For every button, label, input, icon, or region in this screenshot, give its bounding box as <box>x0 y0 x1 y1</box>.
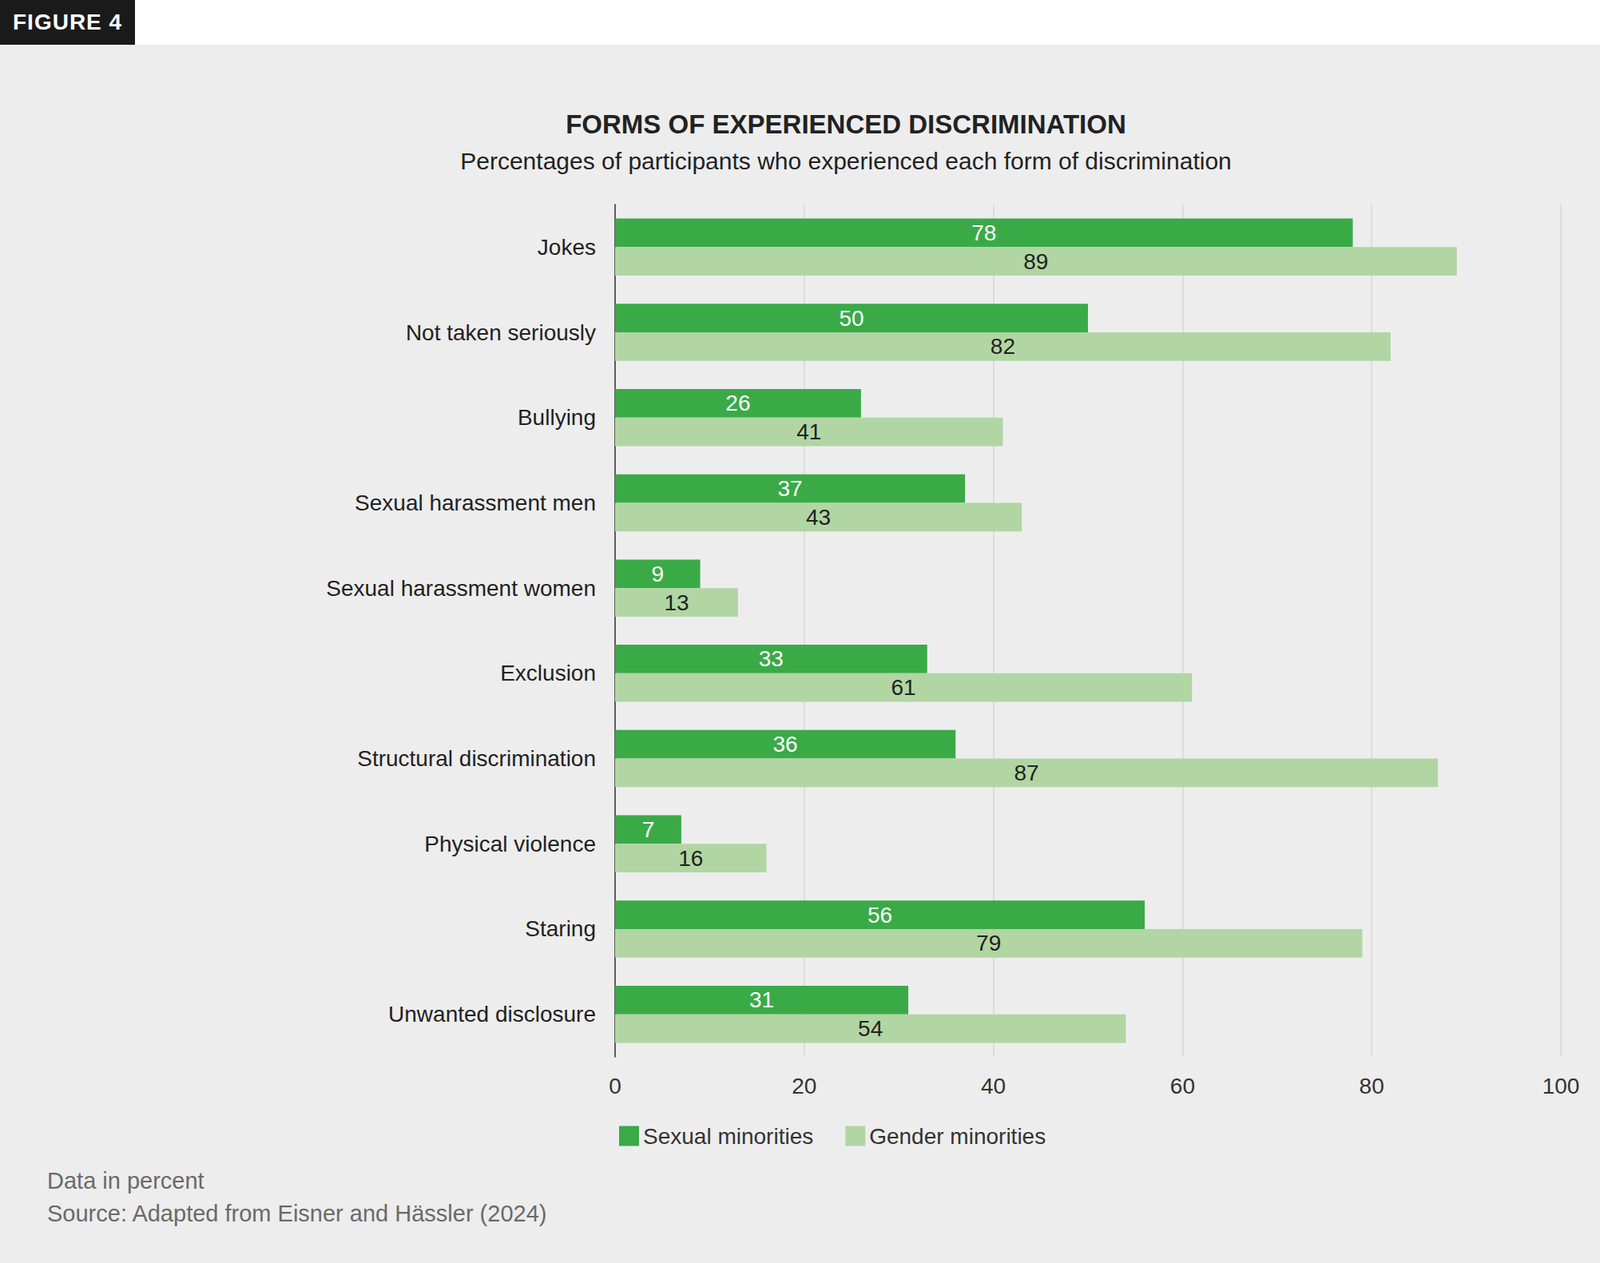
svg-text:FORMS OF EXPERIENCED DISCRIMIN: FORMS OF EXPERIENCED DISCRIMINATION <box>565 109 1127 139</box>
svg-text:31: 31 <box>749 987 775 1013</box>
svg-text:7: 7 <box>642 817 656 842</box>
svg-text:89: 89 <box>1023 249 1049 274</box>
html-text:Data in percent: Data in percent <box>47 1167 205 1194</box>
svg-text:Structural discrimination: Structural discrimination <box>357 746 596 771</box>
svg-text:100: 100 <box>1542 1073 1581 1099</box>
svg-text:40: 40 <box>980 1073 1006 1099</box>
html-text:Source: Adapted from Eisner an: Source: Adapted from Eisner and Hässler … <box>47 1200 547 1227</box>
svg-text:Unwanted disclosure: Unwanted disclosure <box>388 1001 596 1027</box>
svg-text:13: 13 <box>663 590 689 616</box>
svg-text:41: 41 <box>796 419 822 445</box>
svg-text:9: 9 <box>651 561 664 587</box>
html-text:FIGURE 4: FIGURE 4 <box>12 9 123 35</box>
svg-text:36: 36 <box>773 731 799 757</box>
svg-text:Gender minorities: Gender minorities <box>869 1123 1046 1149</box>
svg-text:54: 54 <box>857 1016 883 1041</box>
svg-text:Not taken seriously: Not taken seriously <box>405 320 596 346</box>
svg-text:Staring: Staring <box>524 916 596 941</box>
svg-text:Sexual minorities: Sexual minorities <box>643 1123 814 1149</box>
svg-text:26: 26 <box>725 390 751 416</box>
svg-text:Bullying: Bullying <box>517 404 596 430</box>
svg-text:79: 79 <box>976 930 1001 956</box>
svg-text:37: 37 <box>777 476 802 501</box>
svg-text:Exclusion: Exclusion <box>500 660 596 686</box>
svg-text:61: 61 <box>891 674 917 700</box>
svg-text:Percentages of participants wh: Percentages of participants who experien… <box>460 147 1232 175</box>
svg-text:Sexual harassment men: Sexual harassment men <box>354 490 596 516</box>
svg-text:82: 82 <box>990 333 1016 359</box>
svg-text:33: 33 <box>758 646 784 671</box>
svg-text:43: 43 <box>805 504 831 530</box>
svg-text:16: 16 <box>678 845 703 871</box>
svg-text:60: 60 <box>1170 1073 1196 1099</box>
svg-text:50: 50 <box>838 305 864 331</box>
svg-text:0: 0 <box>608 1073 622 1099</box>
svg-text:Sexual harassment women: Sexual harassment women <box>325 575 596 601</box>
svg-text:Physical violence: Physical violence <box>424 831 596 857</box>
svg-text:56: 56 <box>867 902 893 928</box>
svg-text:20: 20 <box>791 1073 817 1099</box>
svg-text:78: 78 <box>971 220 997 246</box>
svg-text:80: 80 <box>1359 1073 1385 1099</box>
svg-text:87: 87 <box>1013 760 1039 786</box>
svg-text:Jokes: Jokes <box>537 234 596 260</box>
